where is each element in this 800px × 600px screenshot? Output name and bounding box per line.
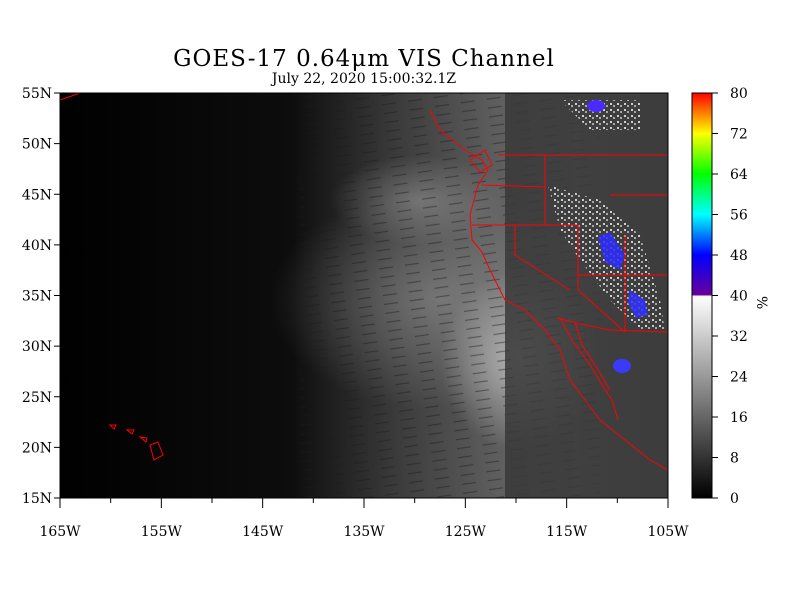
colorbar-tick-label: 56: [730, 208, 748, 224]
lon-tick-label: 105W: [647, 524, 689, 540]
lat-tick-label: 50N: [22, 137, 52, 153]
colorbar-tick-label: 72: [730, 127, 748, 143]
hawaii-island-oahu: [125, 429, 135, 435]
map-title: GOES-17 0.64μm VIS Channel: [173, 46, 555, 72]
colorbar-tick-label: 0: [730, 491, 739, 507]
state-arizona-south: [577, 289, 626, 333]
latitude-axis: 55N 50N 45N 40N 35N 30N 25N 20N 15N: [22, 86, 60, 507]
bright-cloud-blue-2: [628, 290, 648, 318]
lat-tick-label: 45N: [22, 187, 52, 203]
colorbar-gray-scale: [692, 295, 712, 498]
colorbar-unit: %: [753, 296, 769, 309]
lat-tick-label: 20N: [22, 440, 52, 456]
lon-tick-label: 165W: [39, 524, 81, 540]
colorbar-tick-label: 48: [730, 248, 748, 264]
imagery-layer: [60, 93, 668, 498]
colorbar-tick-label: 32: [730, 329, 748, 345]
bright-cloud-blue: [598, 232, 625, 270]
west-coastline: [429, 109, 668, 471]
lon-tick-label: 125W: [445, 524, 487, 540]
lat-tick-label: 25N: [22, 390, 52, 406]
lat-tick-label: 30N: [22, 339, 52, 355]
colorbar-color-scale: [692, 93, 712, 296]
hawaii-island-kauai: [108, 424, 117, 430]
lon-tick-label: 145W: [242, 524, 284, 540]
colorbar-tick-label: 80: [730, 86, 748, 102]
lon-tick-label: 115W: [546, 524, 588, 540]
lat-tick-label: 40N: [22, 238, 52, 254]
hawaii-island-big: [149, 441, 164, 461]
lat-tick-label: 35N: [22, 289, 52, 305]
lat-tick-label: 15N: [22, 491, 52, 507]
alaska-edge: [60, 93, 81, 101]
lat-tick-label: 55N: [22, 86, 52, 102]
colorbar-tick-label: 8: [730, 451, 739, 467]
us-mexico-border: [556, 317, 668, 333]
baja-peninsula: [559, 317, 619, 421]
colorbar-tick-label: 40: [730, 289, 748, 305]
longitude-axis: 165W 155W 145W 135W 125W 115W 105W: [39, 498, 689, 540]
bright-cloud-blue-3: [613, 359, 631, 373]
boundaries-layer: [60, 93, 668, 471]
bright-cloud-blue-4: [587, 100, 605, 112]
map-timestamp: July 22, 2020 15:00:32.1Z: [271, 71, 457, 87]
state-oregon-north: [481, 184, 546, 188]
colorbar-tick-label: 16: [730, 410, 748, 426]
state-california-nevada: [514, 225, 571, 291]
lon-tick-label: 155W: [141, 524, 183, 540]
vancouver-island: [469, 149, 493, 173]
colorbar-tick-label: 64: [730, 167, 748, 183]
hawaii-island-maui: [138, 436, 148, 443]
colorbar-tick-label: 24: [730, 370, 748, 386]
northern-convection: [560, 100, 640, 130]
lon-tick-label: 135W: [343, 524, 385, 540]
